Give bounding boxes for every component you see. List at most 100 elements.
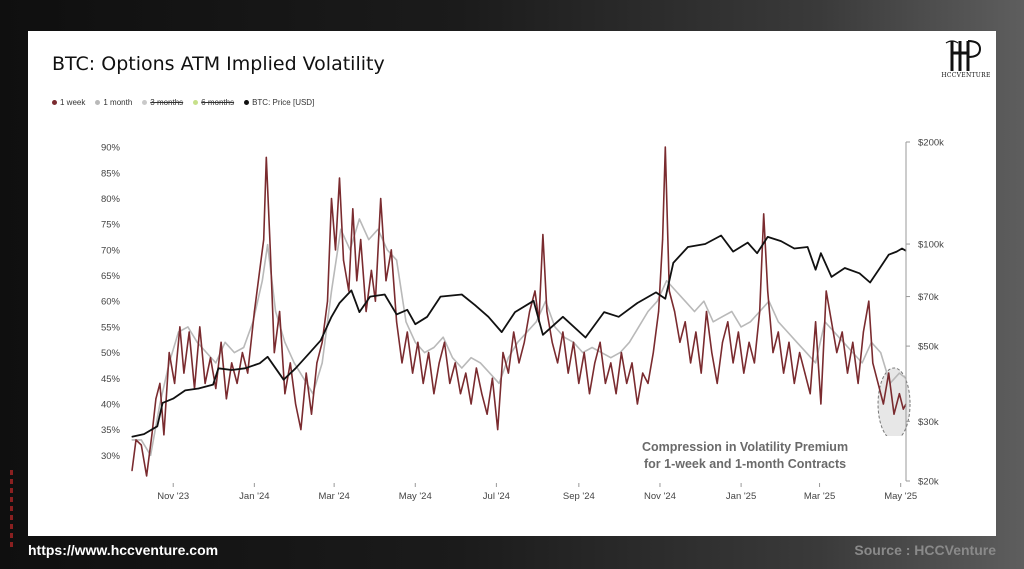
data-point-price — [474, 304, 476, 306]
data-point-week — [872, 362, 874, 364]
data-point-week — [642, 372, 644, 374]
x-tick-label: Mar '25 — [804, 491, 835, 502]
legend-item-1-month[interactable]: 1 month — [95, 98, 132, 107]
data-point-week — [668, 290, 670, 292]
data-point-month — [470, 357, 472, 359]
data-point-price — [888, 254, 890, 256]
data-point-week — [449, 382, 451, 384]
legend-label: 3 months — [150, 98, 184, 107]
data-point-month — [293, 362, 295, 364]
data-point-price — [687, 246, 689, 248]
data-point-week — [716, 382, 718, 384]
footer-source: Source : HCCVenture — [854, 542, 996, 558]
data-point-price — [807, 246, 809, 248]
data-point-week — [759, 310, 761, 313]
data-point-week — [188, 331, 190, 333]
data-point-price — [603, 311, 605, 313]
data-point-week — [700, 372, 702, 374]
data-point-price — [283, 379, 285, 381]
data-point-week — [163, 434, 165, 436]
data-point-week — [342, 259, 345, 261]
legend-item-3-months[interactable]: 3 months — [142, 98, 183, 107]
data-point-week — [140, 444, 142, 446]
data-point-week — [459, 393, 462, 395]
data-point-week — [705, 310, 708, 313]
y-left-tick-label: 80% — [101, 194, 121, 205]
y-left-tick-label: 90% — [101, 143, 121, 154]
data-point-price — [212, 384, 214, 386]
chart-legend: 1 week 1 month 3 months 6 months BTC: Pr… — [52, 98, 314, 107]
x-tick-label: Sep '24 — [563, 491, 595, 502]
data-point-week — [793, 382, 795, 384]
decorative-dashes — [10, 470, 20, 560]
legend-swatch-1-month — [95, 100, 101, 105]
y-left-tick-label: 70% — [101, 245, 121, 256]
data-point-price — [231, 369, 233, 371]
data-point-price — [664, 298, 666, 300]
series-line-week — [131, 146, 907, 477]
data-point-month — [796, 341, 798, 343]
x-tick-label: Jan '25 — [726, 491, 756, 502]
data-point-price — [295, 367, 297, 369]
legend-label: 1 week — [60, 98, 86, 107]
data-point-week — [788, 341, 790, 343]
data-point-week — [360, 239, 362, 241]
data-point-price — [869, 281, 871, 284]
data-point-price — [406, 309, 408, 311]
data-point-week — [454, 362, 456, 364]
data-point-week — [209, 357, 212, 359]
y-left-tick-label: 65% — [101, 271, 121, 282]
data-point-week — [486, 413, 488, 415]
data-point-week — [852, 341, 854, 343]
data-point-week — [284, 393, 286, 395]
data-point-month — [535, 321, 537, 323]
data-point-week — [902, 408, 904, 410]
data-point-month — [433, 346, 435, 349]
data-point-price — [426, 316, 428, 318]
data-point-week — [743, 372, 745, 374]
data-point-price — [896, 251, 898, 253]
data-point-week — [422, 382, 424, 384]
data-point-week — [365, 310, 367, 313]
data-point-month — [340, 228, 342, 230]
data-point-week — [497, 429, 499, 431]
x-tick-label: Jul '24 — [483, 491, 510, 502]
data-point-week — [846, 372, 849, 374]
data-point-month — [898, 372, 901, 374]
y-left-tick-label: 30% — [101, 451, 121, 462]
chart-card: BTC: Options ATM Implied Volatility 1 we… — [28, 31, 996, 536]
data-point-month — [150, 454, 152, 456]
data-point-week — [236, 382, 238, 384]
data-point-month — [610, 357, 612, 359]
footer-url-link[interactable]: https://www.hccventure.com — [28, 542, 219, 558]
data-point-price — [320, 339, 322, 341]
data-point-month — [489, 372, 491, 374]
y-left-tick-label: 35% — [101, 425, 121, 436]
data-point-month — [815, 362, 817, 364]
data-point-week — [183, 372, 185, 374]
data-point-month — [187, 326, 189, 328]
data-point-week — [273, 352, 275, 354]
data-point-week — [610, 362, 612, 364]
data-point-week — [542, 233, 544, 236]
data-point-week — [356, 280, 358, 282]
data-point-week — [406, 331, 408, 333]
data-point-week — [385, 280, 387, 282]
legend-item-1-week[interactable]: 1 week — [52, 98, 85, 107]
data-point-month — [215, 362, 217, 364]
legend-item-6-months[interactable]: 6 months — [193, 98, 234, 107]
data-point-week — [815, 321, 817, 323]
data-point-month — [321, 362, 323, 364]
y-left-tick-label: 45% — [101, 374, 121, 385]
data-point-month — [852, 352, 854, 354]
data-point-week — [155, 398, 157, 400]
data-point-week — [763, 213, 765, 215]
legend-item-btc-price[interactable]: BTC: Price [USD] — [244, 98, 314, 107]
data-point-week — [830, 321, 833, 323]
data-point-week — [396, 321, 398, 323]
data-point-week — [652, 352, 654, 354]
data-point-week — [316, 362, 318, 364]
data-point-price — [350, 289, 352, 291]
data-point-week — [348, 290, 350, 292]
data-point-week — [338, 177, 341, 179]
